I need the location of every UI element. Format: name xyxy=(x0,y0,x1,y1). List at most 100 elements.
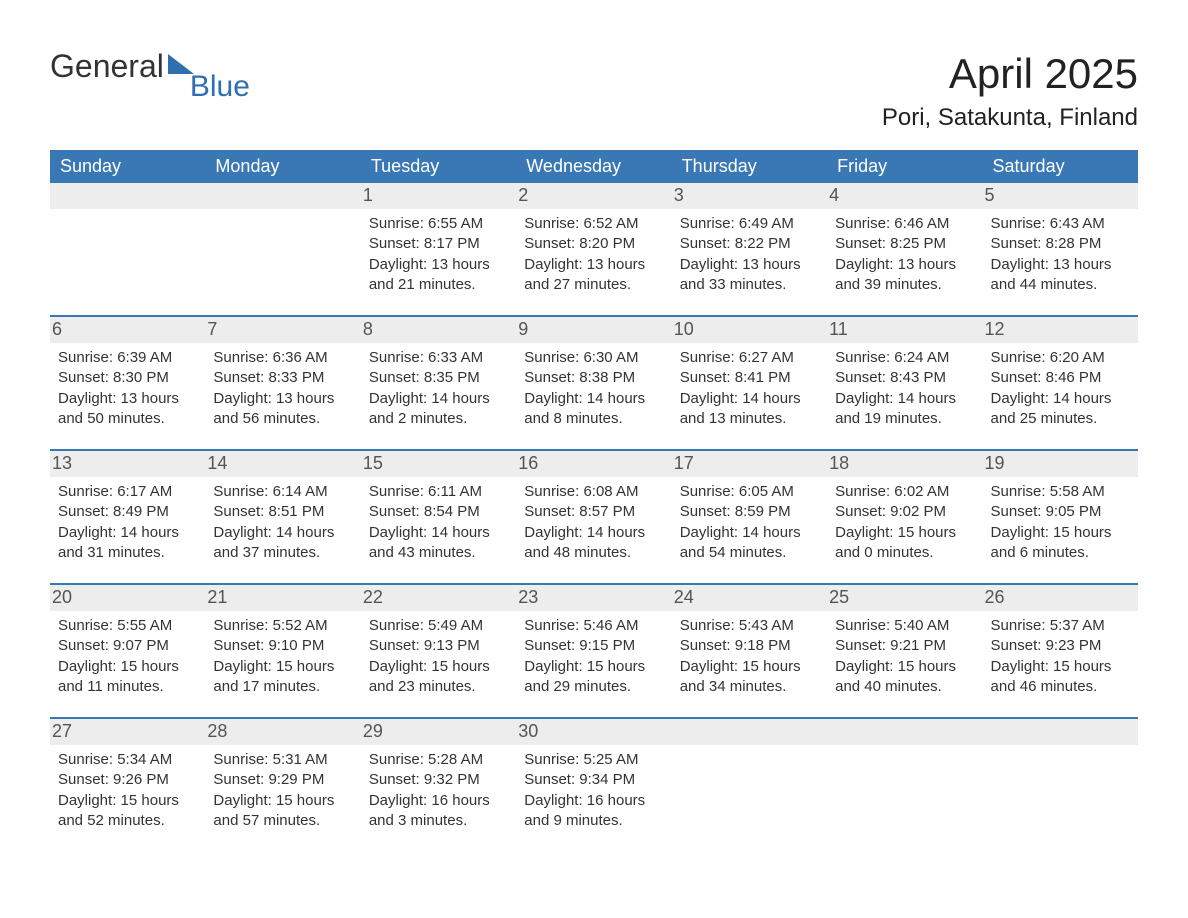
daylight-line1: Daylight: 14 hours xyxy=(524,389,663,409)
sunset-text: Sunset: 8:25 PM xyxy=(835,234,974,254)
daylight-line1: Daylight: 14 hours xyxy=(524,523,663,543)
day-number: 29 xyxy=(361,719,516,745)
sunrise-text: Sunrise: 6:46 AM xyxy=(835,214,974,234)
day-header: Monday xyxy=(205,150,360,183)
daylight-line1: Daylight: 16 hours xyxy=(369,791,508,811)
day-details: Sunrise: 6:55 AMSunset: 8:17 PMDaylight:… xyxy=(369,214,508,295)
day-number: 8 xyxy=(361,317,516,343)
sunrise-text: Sunrise: 6:14 AM xyxy=(213,482,352,502)
sunset-text: Sunset: 8:46 PM xyxy=(991,368,1130,388)
calendar-day-cell: 16Sunrise: 6:08 AMSunset: 8:57 PMDayligh… xyxy=(516,450,671,584)
sunset-text: Sunset: 9:32 PM xyxy=(369,770,508,790)
daylight-line2: and 46 minutes. xyxy=(991,677,1130,697)
daylight-line1: Daylight: 14 hours xyxy=(369,389,508,409)
sunrise-text: Sunrise: 6:11 AM xyxy=(369,482,508,502)
sunset-text: Sunset: 9:05 PM xyxy=(991,502,1130,522)
day-details: Sunrise: 6:17 AMSunset: 8:49 PMDaylight:… xyxy=(58,482,197,563)
brand-word-2: Blue xyxy=(190,72,250,102)
day-header: Thursday xyxy=(672,150,827,183)
daylight-line2: and 3 minutes. xyxy=(369,811,508,831)
day-number: 10 xyxy=(672,317,827,343)
daylight-line1: Daylight: 14 hours xyxy=(680,389,819,409)
day-number: 21 xyxy=(205,585,360,611)
sunrise-text: Sunrise: 5:49 AM xyxy=(369,616,508,636)
sunrise-text: Sunrise: 5:55 AM xyxy=(58,616,197,636)
daylight-line1: Daylight: 13 hours xyxy=(835,255,974,275)
sunrise-text: Sunrise: 5:52 AM xyxy=(213,616,352,636)
calendar-body: 1Sunrise: 6:55 AMSunset: 8:17 PMDaylight… xyxy=(50,183,1138,851)
daylight-line1: Daylight: 15 hours xyxy=(680,657,819,677)
daylight-line2: and 33 minutes. xyxy=(680,275,819,295)
daylight-line2: and 43 minutes. xyxy=(369,543,508,563)
sunrise-text: Sunrise: 5:34 AM xyxy=(58,750,197,770)
calendar-day-cell: 11Sunrise: 6:24 AMSunset: 8:43 PMDayligh… xyxy=(827,316,982,450)
daylight-line1: Daylight: 14 hours xyxy=(835,389,974,409)
daylight-line2: and 50 minutes. xyxy=(58,409,197,429)
sunset-text: Sunset: 8:59 PM xyxy=(680,502,819,522)
calendar-day-cell: 19 Sunrise: 5:58 AMSunset: 9:05 PMDayligh… xyxy=(983,450,1138,584)
day-number xyxy=(983,719,1138,745)
day-details: Sunrise: 6:05 AMSunset: 8:59 PMDaylight:… xyxy=(680,482,819,563)
calendar-day-cell: 27Sunrise: 5:34 AMSunset: 9:26 PMDayligh… xyxy=(50,718,205,851)
sunrise-text: Sunrise: 6:20 AM xyxy=(991,348,1130,368)
day-header: Saturday xyxy=(983,150,1138,183)
day-number: 9 xyxy=(516,317,671,343)
day-details: Sunrise: 5:52 AMSunset: 9:10 PMDaylight:… xyxy=(213,616,352,697)
sunrise-text: Sunrise: 6:36 AM xyxy=(213,348,352,368)
sunrise-text: Sunrise: 6:30 AM xyxy=(524,348,663,368)
daylight-line2: and 27 minutes. xyxy=(524,275,663,295)
calendar-day-cell xyxy=(827,718,982,851)
calendar-day-cell: 24Sunrise: 5:43 AMSunset: 9:18 PMDayligh… xyxy=(672,584,827,718)
daylight-line1: Daylight: 15 hours xyxy=(991,657,1130,677)
day-number: 19 xyxy=(983,451,1138,477)
day-details: Sunrise: 5:58 AMSunset: 9:05 PMDaylight:… xyxy=(991,482,1130,563)
day-details: Sunrise: 6:33 AMSunset: 8:35 PMDaylight:… xyxy=(369,348,508,429)
daylight-line1: Daylight: 15 hours xyxy=(524,657,663,677)
calendar-day-cell: 8 Sunrise: 6:33 AMSunset: 8:35 PMDaylight… xyxy=(361,316,516,450)
calendar-table: Sunday Monday Tuesday Wednesday Thursday… xyxy=(50,150,1138,851)
page-header: General Blue April 2025 Pori, Satakunta,… xyxy=(50,50,1138,132)
sunset-text: Sunset: 8:49 PM xyxy=(58,502,197,522)
daylight-line2: and 9 minutes. xyxy=(524,811,663,831)
sunset-text: Sunset: 9:02 PM xyxy=(835,502,974,522)
calendar-day-cell: 14Sunrise: 6:14 AMSunset: 8:51 PMDayligh… xyxy=(205,450,360,584)
sunrise-text: Sunrise: 5:43 AM xyxy=(680,616,819,636)
sunset-text: Sunset: 8:43 PM xyxy=(835,368,974,388)
sunrise-text: Sunrise: 6:39 AM xyxy=(58,348,197,368)
daylight-line2: and 0 minutes. xyxy=(835,543,974,563)
daylight-line1: Daylight: 13 hours xyxy=(213,389,352,409)
sunrise-text: Sunrise: 6:08 AM xyxy=(524,482,663,502)
calendar-day-cell xyxy=(50,183,205,316)
daylight-line2: and 54 minutes. xyxy=(680,543,819,563)
day-details: Sunrise: 6:49 AMSunset: 8:22 PMDaylight:… xyxy=(680,214,819,295)
sunset-text: Sunset: 9:18 PM xyxy=(680,636,819,656)
daylight-line2: and 23 minutes. xyxy=(369,677,508,697)
day-details: Sunrise: 6:11 AMSunset: 8:54 PMDaylight:… xyxy=(369,482,508,563)
day-number: 4 xyxy=(827,183,982,209)
daylight-line2: and 21 minutes. xyxy=(369,275,508,295)
sunset-text: Sunset: 8:20 PM xyxy=(524,234,663,254)
day-header: Wednesday xyxy=(516,150,671,183)
day-number: 7 xyxy=(205,317,360,343)
day-details: Sunrise: 6:24 AMSunset: 8:43 PMDaylight:… xyxy=(835,348,974,429)
daylight-line1: Daylight: 13 hours xyxy=(991,255,1130,275)
sunset-text: Sunset: 8:28 PM xyxy=(991,234,1130,254)
sunset-text: Sunset: 9:26 PM xyxy=(58,770,197,790)
day-details: Sunrise: 5:43 AMSunset: 9:18 PMDaylight:… xyxy=(680,616,819,697)
sunrise-text: Sunrise: 5:25 AM xyxy=(524,750,663,770)
calendar-day-cell: 4 Sunrise: 6:46 AMSunset: 8:25 PMDaylight… xyxy=(827,183,982,316)
calendar-day-cell: 2Sunrise: 6:52 AMSunset: 8:20 PMDaylight… xyxy=(516,183,671,316)
day-details: Sunrise: 5:37 AMSunset: 9:23 PMDaylight:… xyxy=(991,616,1130,697)
daylight-line2: and 8 minutes. xyxy=(524,409,663,429)
calendar-day-cell: 15Sunrise: 6:11 AMSunset: 8:54 PMDayligh… xyxy=(361,450,516,584)
calendar-day-cell xyxy=(205,183,360,316)
sunset-text: Sunset: 8:54 PM xyxy=(369,502,508,522)
daylight-line1: Daylight: 13 hours xyxy=(680,255,819,275)
sunset-text: Sunset: 8:30 PM xyxy=(58,368,197,388)
day-details: Sunrise: 6:14 AMSunset: 8:51 PMDaylight:… xyxy=(213,482,352,563)
calendar-day-cell: 6Sunrise: 6:39 AMSunset: 8:30 PMDaylight… xyxy=(50,316,205,450)
daylight-line2: and 29 minutes. xyxy=(524,677,663,697)
calendar-day-cell: 9Sunrise: 6:30 AMSunset: 8:38 PMDaylight… xyxy=(516,316,671,450)
daylight-line2: and 56 minutes. xyxy=(213,409,352,429)
sunset-text: Sunset: 8:35 PM xyxy=(369,368,508,388)
